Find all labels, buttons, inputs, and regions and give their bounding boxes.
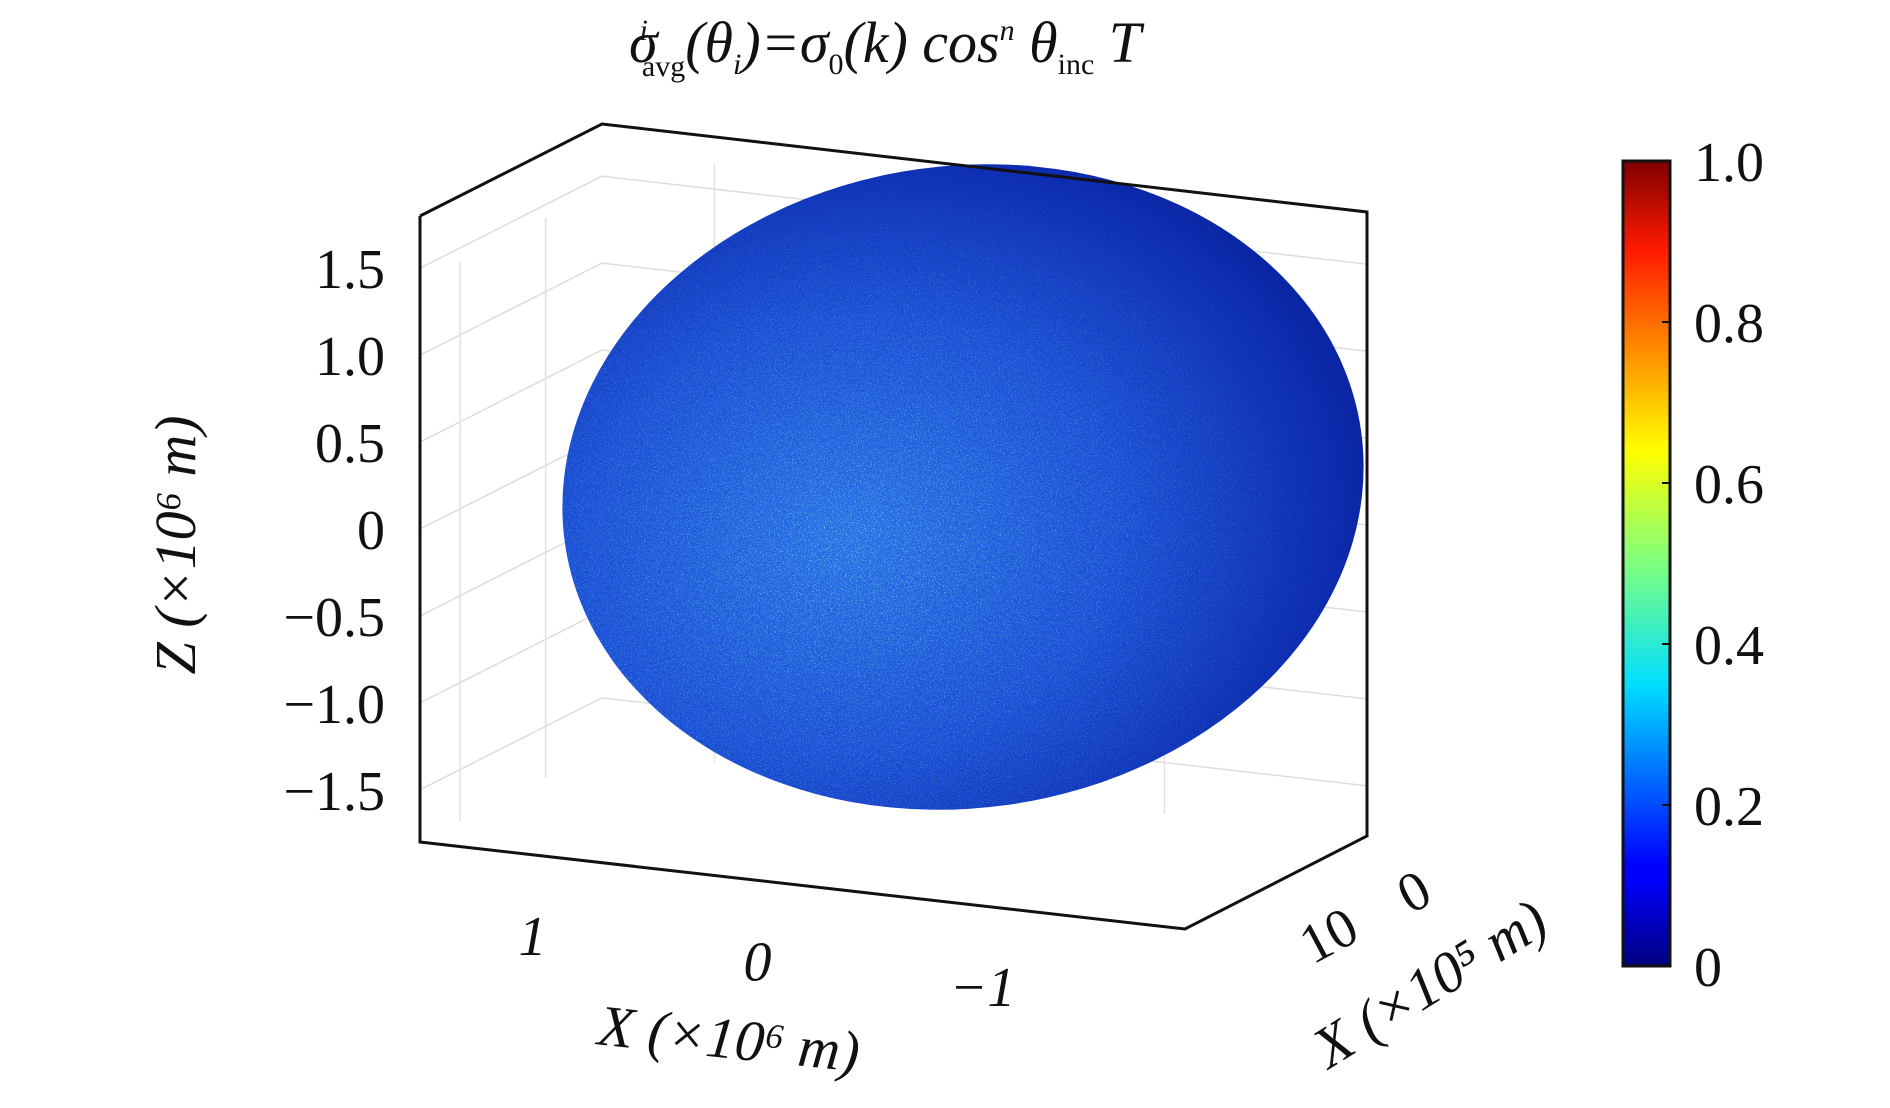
z-axis-label: Z (×10⁶ m) — [143, 415, 208, 674]
x-tick-label: 0 — [744, 931, 772, 993]
z-tick-label: −0.5 — [283, 587, 385, 649]
title-part: 0 — [828, 48, 843, 81]
z-tick-label: −1.5 — [283, 761, 385, 823]
title-part: (k) cos — [843, 10, 999, 75]
axis-box — [418, 122, 1369, 931]
y-tick-label: 10 — [1289, 895, 1368, 976]
surface — [562, 164, 1364, 810]
title-part: σ — [629, 10, 660, 75]
chart-title: σi avg(θi)=σ0(k) cosn θinc T — [629, 10, 1145, 83]
sphere-texture — [562, 164, 1364, 810]
colorbar — [1621, 159, 1672, 968]
z-tick-label: −1.0 — [283, 674, 385, 736]
z-tick-label: 0 — [357, 500, 385, 562]
title-part: i — [640, 14, 648, 47]
title-part: avg — [642, 50, 685, 83]
colorbar-tick-label: 0.2 — [1694, 776, 1764, 838]
title-part: i — [733, 48, 741, 81]
x-tick-label: −1 — [950, 957, 1016, 1019]
colorbar-tick-label: 1.0 — [1694, 132, 1764, 194]
y-tick-label: 0 — [1387, 858, 1441, 926]
x-axis-label: X (×10⁶ m) — [593, 992, 863, 1084]
title-part: inc — [1058, 48, 1095, 81]
colorbar-tick-label: 0.6 — [1694, 454, 1764, 516]
title-part: )=σ — [738, 10, 830, 75]
z-tick-label: 1.0 — [315, 326, 385, 388]
x-tick-label: 1 — [519, 906, 547, 968]
z-tick-label: 0.5 — [315, 413, 385, 475]
title-part: T — [1094, 10, 1145, 75]
title-part: θ — [1015, 10, 1058, 75]
colorbar-tick-label: 0 — [1694, 937, 1722, 999]
colorbar-tick-label: 0.4 — [1694, 615, 1764, 677]
colorbar-tick-label: 0.8 — [1694, 293, 1764, 355]
z-tick-label: 1.5 — [315, 239, 385, 301]
title-part: n — [1000, 14, 1015, 47]
title-part: (θ — [685, 10, 733, 75]
